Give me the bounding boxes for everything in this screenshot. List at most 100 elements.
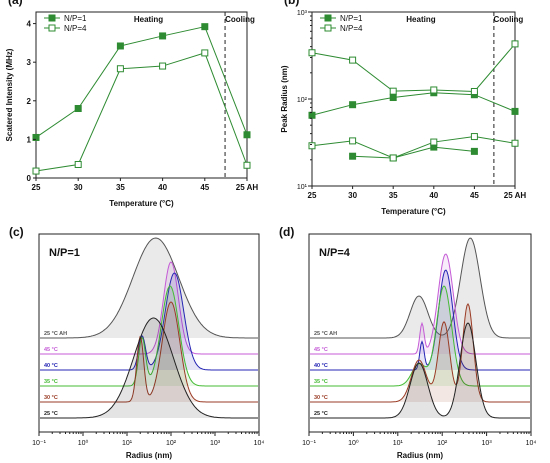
distribution-trace [40,285,258,387]
x-tick-label: 10³ [210,440,221,447]
plot-frame [35,11,248,179]
trace-fill [310,286,530,386]
data-point [32,167,40,175]
data-point [389,87,397,95]
x-tick-label: 25 [32,183,41,192]
panel-a-plot: 0 1 2 3 4 [27,11,251,183]
series-line [311,136,516,159]
y-tick-label: 10¹ [297,184,308,191]
trace-label: 30 °C [314,395,328,401]
x-tick-label: 10² [166,440,177,447]
y-tick-label: 10² [297,97,308,104]
panel-title: N/P=4 [319,247,351,259]
distribution-trace [310,237,530,339]
distribution-trace [40,301,258,403]
legend-label: N/P=1 [64,14,87,23]
data-point [511,139,519,147]
trace-label: 40 °C [314,363,328,369]
legend-marker [324,24,332,32]
region-label-heating: Heating [406,15,435,24]
legend-marker [324,14,332,22]
trace-fill [40,238,258,338]
plot-frame [308,233,532,433]
y-tick-label: 2 [27,97,32,106]
x-tick-label: 10⁴ [254,440,265,447]
x-tick-label: 10⁴ [526,440,537,447]
y-axis-label: Peak Radius (nm) [280,65,289,132]
region-label-heating: Heating [134,15,163,24]
y-tick-label: 3 [27,58,32,67]
data-point [470,133,478,141]
panel-label: (b) [284,0,299,7]
trace-fill [310,238,530,338]
distribution-trace [310,269,530,371]
plot-frame [38,233,260,433]
distribution-trace [310,303,530,403]
distribution-trace [310,322,530,419]
data-point [74,160,82,168]
x-axis-label: Temperature (°C) [381,207,446,216]
x-tick-label: 35 [389,191,398,200]
x-tick-label: 10⁻¹ [32,440,46,447]
y-tick-label: 10³ [297,10,308,17]
x-tick-label: 25 AH [236,183,259,192]
data-point [159,62,167,70]
y-tick-label: 4 [27,20,32,29]
trace-fill [310,323,530,418]
data-point [74,105,82,113]
data-point [389,154,397,162]
series-line [311,43,516,92]
data-point [308,49,316,57]
legend-label: N/P=4 [64,24,87,33]
x-tick-label: 35 [116,183,125,192]
legend-label: N/P=1 [340,14,363,23]
panel-label: (a) [8,0,23,7]
data-point [430,86,438,94]
data-point [201,49,209,57]
data-point [159,32,167,40]
data-point [308,111,316,119]
distribution-trace [40,272,258,371]
data-point [430,138,438,146]
region-label-cooling: Cooling [494,15,524,24]
series-line [352,146,475,159]
distribution-trace [40,317,258,419]
panel-b-plot [308,11,519,189]
trace-label: 25 °C [314,411,328,417]
x-tick-label: 45 [470,191,479,200]
data-point [470,147,478,155]
x-axis-label: Temperature (°C) [109,199,174,208]
panel-title: N/P=1 [49,247,80,259]
y-tick-label: 0 [27,174,32,183]
trace-label: 25 °C AH [44,331,67,337]
trace-label: 25 °C AH [314,331,337,337]
data-point [116,65,124,73]
x-tick-label: 10⁰ [78,439,89,447]
trace-label: 30 °C [44,395,58,401]
legend-label: N/P=4 [340,24,363,33]
data-point [511,40,519,48]
y-tick-label: 1 [27,135,32,144]
data-point [243,161,251,169]
x-tick-label: 40 [429,191,438,200]
x-axis-label: Radius (nm) [126,451,173,460]
x-tick-label: 30 [74,183,83,192]
data-point [470,87,478,95]
data-point [32,133,40,141]
x-tick-label: 45 [200,183,209,192]
trace-label: 35 °C [314,379,328,385]
x-tick-label: 10³ [482,440,493,447]
data-point [243,131,251,139]
legend-marker [48,14,56,22]
data-point [116,42,124,50]
x-tick-label: 25 [308,191,317,200]
x-tick-label: 10¹ [122,440,133,447]
legend-marker [48,24,56,32]
trace-label: 45 °C [44,347,58,353]
data-point [349,56,357,64]
x-axis-label: Radius (nm) [397,451,444,460]
x-tick-label: 10² [437,440,448,447]
trace-label: 25 °C [44,411,58,417]
